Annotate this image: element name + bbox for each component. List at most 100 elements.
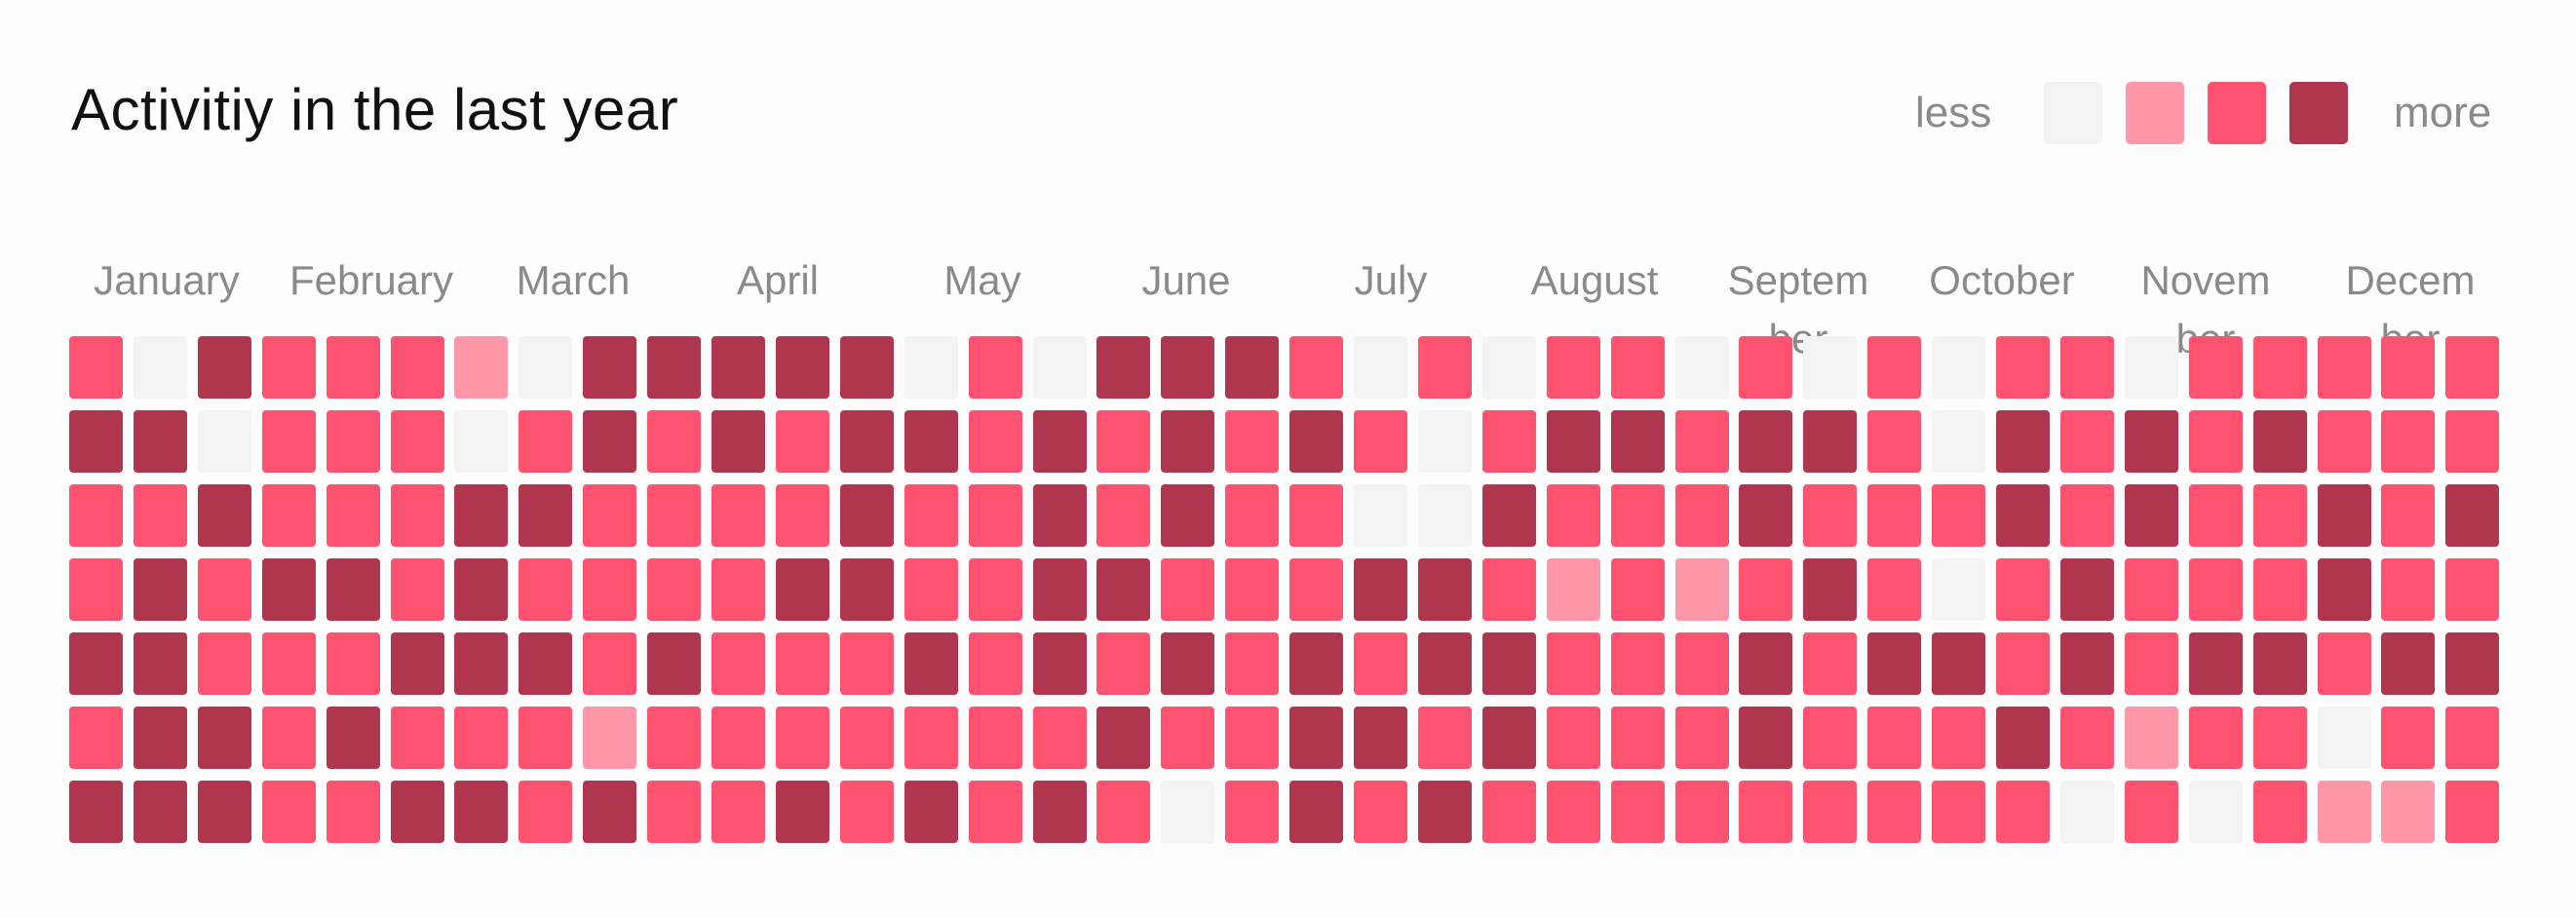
heatmap-cell: [2189, 707, 2243, 769]
heatmap-cell: [1739, 707, 1792, 769]
heatmap-cell: [1675, 558, 1729, 621]
heatmap-cell: [1354, 484, 1407, 547]
heatmap-cell: [69, 632, 123, 695]
heatmap-cell: [1739, 484, 1792, 547]
month-label-august: August: [1530, 257, 1659, 303]
heatmap-cell: [2445, 781, 2499, 843]
heatmap-cell: [2189, 781, 2243, 843]
heatmap-cell: [134, 781, 187, 843]
heatmap-cell: [2445, 632, 2499, 695]
heatmap-cell: [1803, 632, 1857, 695]
heatmap-cell: [454, 336, 508, 399]
heatmap-cell: [904, 410, 958, 473]
heatmap-cell: [69, 707, 123, 769]
heatmap-cell: [1867, 410, 1921, 473]
heatmap-cell: [1225, 336, 1279, 399]
heatmap-cell: [1033, 632, 1087, 695]
heatmap-cell: [1547, 410, 1600, 473]
heatmap-cell: [519, 484, 572, 547]
heatmap-cell: [1611, 336, 1665, 399]
heatmap-cell: [2189, 336, 2243, 399]
heatmap-cell: [1418, 484, 1472, 547]
heatmap-cell: [2060, 781, 2114, 843]
heatmap-cell: [1675, 781, 1729, 843]
heatmap-cell: [327, 781, 380, 843]
month-label-october: October: [1929, 257, 2075, 303]
heatmap-cell: [1996, 484, 2050, 547]
heatmap-cell: [1289, 632, 1343, 695]
heatmap-cell: [1354, 707, 1407, 769]
heatmap-cell: [1289, 781, 1343, 843]
heatmap-cell: [2381, 781, 2435, 843]
heatmap-cell: [1289, 336, 1343, 399]
heatmap-cell: [1354, 336, 1407, 399]
heatmap-cell: [1996, 781, 2050, 843]
heatmap-cell: [1482, 558, 1536, 621]
heatmap-cell: [1096, 484, 1150, 547]
heatmap-cell: [840, 484, 894, 547]
heatmap-cell: [1803, 707, 1857, 769]
heatmap-cell: [1161, 558, 1214, 621]
heatmap-cell: [327, 484, 380, 547]
heatmap-cell: [2445, 484, 2499, 547]
heatmap-cell: [1033, 781, 1087, 843]
heatmap-cell: [1161, 707, 1214, 769]
heatmap-cell: [2060, 632, 2114, 695]
heatmap-cell: [391, 484, 444, 547]
heatmap-cell: [2445, 410, 2499, 473]
heatmap-cell: [711, 336, 765, 399]
heatmap-cell: [1739, 410, 1792, 473]
heatmap-cell: [1932, 484, 1985, 547]
heatmap-cell: [1867, 632, 1921, 695]
heatmap-cell: [776, 410, 829, 473]
heatmap-cell: [454, 707, 508, 769]
heatmap-cell: [1867, 558, 1921, 621]
heatmap-cell: [583, 707, 636, 769]
heatmap-cell: [1354, 410, 1407, 473]
heatmap-cell: [904, 336, 958, 399]
heatmap-cell: [711, 707, 765, 769]
heatmap-cell: [69, 336, 123, 399]
heatmap-cell: [1996, 558, 2050, 621]
heatmap-cell: [1033, 707, 1087, 769]
heatmap-cell: [2060, 707, 2114, 769]
heatmap-cell: [2060, 484, 2114, 547]
heatmap-cell: [519, 410, 572, 473]
heatmap-cell: [583, 632, 636, 695]
heatmap-cell: [1161, 336, 1214, 399]
heatmap-cell: [1418, 707, 1472, 769]
heatmap-cell: [840, 558, 894, 621]
heatmap-cell: [2189, 558, 2243, 621]
heatmap-cell: [454, 410, 508, 473]
legend-swatch-level-2: [2208, 82, 2266, 144]
heatmap-cell: [1611, 410, 1665, 473]
heatmap-cell: [1161, 410, 1214, 473]
heatmap-cell: [1354, 558, 1407, 621]
month-label-june: June: [1141, 257, 1231, 303]
heatmap-cell: [262, 484, 316, 547]
heatmap-cell: [2125, 707, 2178, 769]
heatmap-cell: [1675, 707, 1729, 769]
legend-swatch-level-1: [2126, 82, 2184, 144]
heatmap-cell: [1482, 707, 1536, 769]
heatmap-cell: [1354, 781, 1407, 843]
heatmap-cell: [969, 410, 1022, 473]
heatmap-cell: [2381, 410, 2435, 473]
heatmap-cell: [583, 484, 636, 547]
heatmap-cell: [1482, 410, 1536, 473]
heatmap-cell: [711, 410, 765, 473]
heatmap-cell: [969, 336, 1022, 399]
heatmap-cell: [1739, 632, 1792, 695]
heatmap-cell: [1418, 410, 1472, 473]
legend-more-label: more: [2394, 89, 2492, 136]
heatmap-cell: [1803, 410, 1857, 473]
heatmap-cell: [69, 558, 123, 621]
month-label-march: March: [516, 257, 631, 303]
heatmap-cell: [134, 707, 187, 769]
heatmap-cell: [327, 632, 380, 695]
heatmap-cell: [134, 336, 187, 399]
heatmap-cell: [1418, 632, 1472, 695]
heatmap-cell: [1547, 632, 1600, 695]
heatmap-cell: [69, 410, 123, 473]
